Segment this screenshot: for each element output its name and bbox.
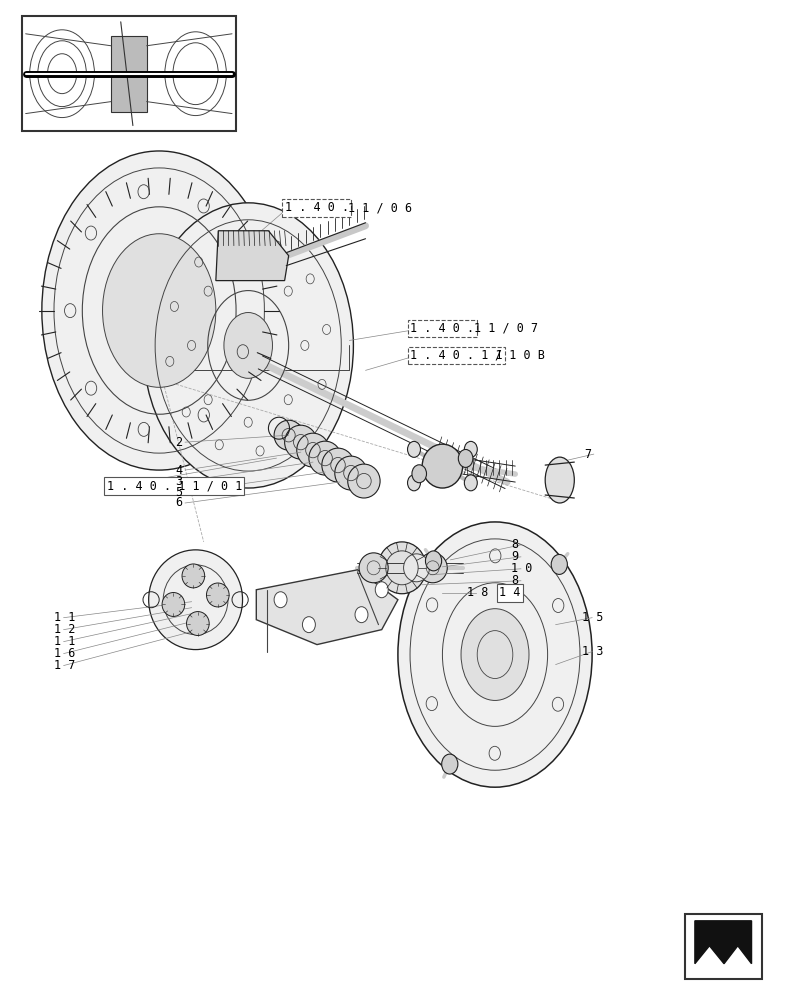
Polygon shape (216, 231, 288, 281)
Text: 5: 5 (175, 486, 182, 499)
Text: 1 . 4 0 . 1 1 / 0 1: 1 . 4 0 . 1 1 / 0 1 (106, 480, 242, 493)
Text: 2: 2 (175, 436, 182, 449)
Text: 1 1 / 0 6: 1 1 / 0 6 (348, 201, 412, 214)
Circle shape (425, 551, 441, 571)
Text: 1 . 4 0 . 1 1: 1 . 4 0 . 1 1 (410, 349, 502, 362)
Text: 1 5: 1 5 (581, 611, 603, 624)
Ellipse shape (377, 542, 426, 594)
Circle shape (354, 607, 367, 623)
Ellipse shape (224, 313, 272, 378)
Text: 1 4: 1 4 (499, 586, 520, 599)
Text: 1 7: 1 7 (54, 659, 75, 672)
Text: 1 6: 1 6 (54, 647, 75, 660)
Text: 1 0: 1 0 (511, 562, 532, 575)
Ellipse shape (102, 234, 216, 387)
Text: 9: 9 (511, 550, 517, 563)
Circle shape (464, 475, 477, 491)
Ellipse shape (296, 433, 328, 467)
Circle shape (302, 617, 315, 633)
Circle shape (274, 592, 287, 608)
Text: 1 1: 1 1 (54, 611, 75, 624)
Ellipse shape (403, 554, 429, 582)
Text: 1 1: 1 1 (54, 635, 75, 648)
Text: 6: 6 (175, 496, 182, 509)
Ellipse shape (334, 456, 367, 490)
Text: 1 1 / 0 7: 1 1 / 0 7 (473, 322, 537, 335)
Text: 1 . 4 0 .: 1 . 4 0 . (410, 322, 474, 335)
Ellipse shape (358, 553, 388, 583)
Circle shape (407, 441, 420, 457)
Circle shape (551, 554, 567, 574)
Ellipse shape (187, 612, 209, 636)
Ellipse shape (347, 464, 380, 498)
Ellipse shape (148, 550, 242, 650)
Circle shape (464, 441, 477, 457)
Polygon shape (256, 570, 397, 645)
Circle shape (407, 475, 420, 491)
Polygon shape (111, 36, 147, 112)
Polygon shape (694, 921, 751, 964)
Ellipse shape (321, 448, 354, 482)
Circle shape (457, 449, 472, 467)
Ellipse shape (544, 457, 573, 503)
Ellipse shape (422, 444, 462, 488)
Ellipse shape (397, 522, 591, 787)
Text: 1 8: 1 8 (466, 586, 487, 599)
Ellipse shape (206, 583, 229, 607)
Text: 1 3: 1 3 (581, 645, 603, 658)
Ellipse shape (418, 553, 447, 583)
Ellipse shape (162, 593, 184, 616)
Circle shape (441, 754, 457, 774)
Text: 1 . 4 0 .: 1 . 4 0 . (285, 201, 348, 214)
Text: 1 2: 1 2 (54, 623, 75, 636)
Ellipse shape (285, 425, 316, 459)
Bar (684, 914, 761, 979)
Text: / 1 0 B: / 1 0 B (494, 349, 544, 362)
Ellipse shape (461, 609, 528, 700)
Ellipse shape (42, 151, 277, 470)
Ellipse shape (274, 420, 303, 450)
Text: 8: 8 (511, 538, 517, 551)
Circle shape (375, 582, 388, 598)
Ellipse shape (308, 441, 341, 475)
Ellipse shape (143, 203, 353, 488)
Text: 3: 3 (175, 475, 182, 488)
Text: 7: 7 (583, 448, 590, 461)
Text: 4: 4 (175, 464, 182, 477)
Text: 8: 8 (511, 574, 517, 587)
Circle shape (411, 465, 426, 483)
Ellipse shape (182, 564, 204, 588)
Bar (22, 16, 236, 131)
